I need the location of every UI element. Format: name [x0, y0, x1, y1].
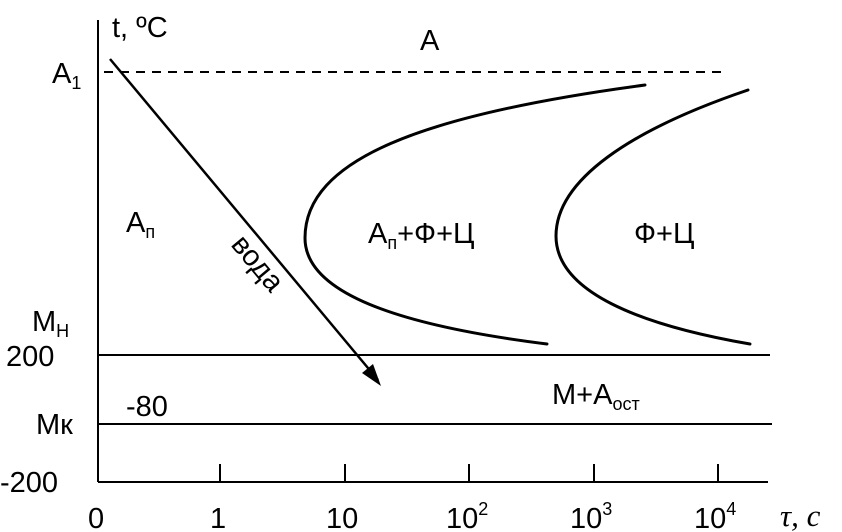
x-axis-label: τ, с	[780, 498, 821, 532]
x-tick-label-1: 1	[210, 503, 226, 532]
arrow-head	[362, 364, 381, 386]
x-tick-label-100: 102	[446, 499, 488, 532]
region-ferrite-cementite: Ф+Ц	[634, 218, 694, 250]
x-tick-label-10000: 104	[694, 499, 736, 532]
region-mixed: Ап+Ф+Ц	[368, 218, 474, 253]
label-minus-200: -200	[0, 467, 58, 499]
transformation-start-curve	[303, 83, 647, 346]
mn-label: МН	[32, 306, 69, 341]
region-austenite: А	[420, 25, 440, 57]
cooling-curve-arrow	[109, 58, 379, 381]
region-undercooled-austenite: Ап	[126, 207, 155, 242]
a1-label: A1	[52, 58, 81, 93]
label-minus-80: -80	[126, 391, 168, 423]
transformation-end-curve	[554, 88, 752, 346]
y-axis-label: t, ºC	[112, 12, 168, 44]
x-tick-label-1000: 103	[570, 499, 612, 532]
x-tick-label-0: 0	[88, 503, 104, 532]
region-martensite: М+Аост	[552, 379, 640, 414]
mk-label: Мк	[36, 409, 73, 441]
label-200: 200	[6, 341, 54, 373]
x-tick-label-10: 10	[326, 503, 358, 532]
